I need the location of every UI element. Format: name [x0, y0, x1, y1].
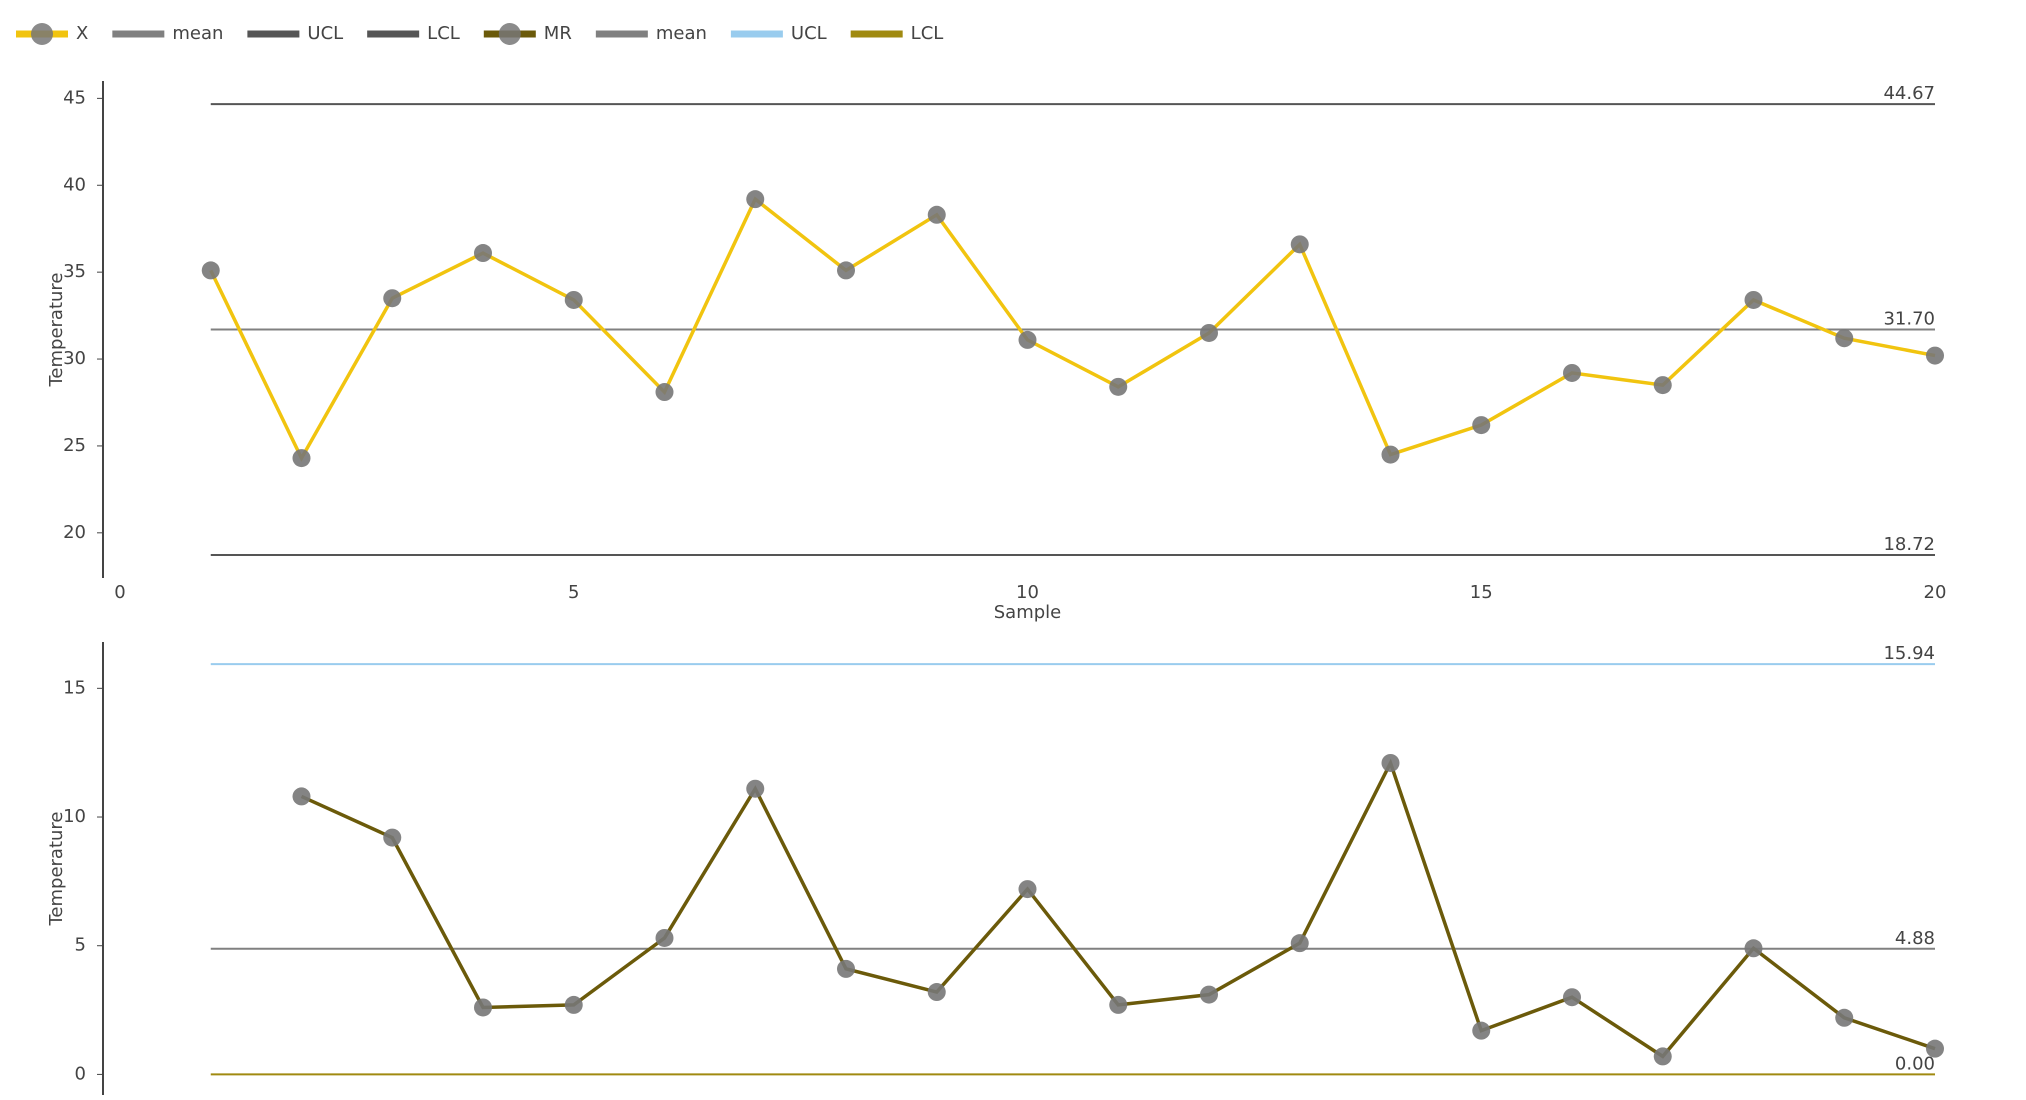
y-tick-label: 35 — [63, 261, 86, 282]
data-point — [1200, 985, 1218, 1004]
y-tick-label: 0 — [75, 1063, 86, 1084]
data-point — [1290, 934, 1309, 953]
x-tick-label: 5 — [568, 582, 579, 603]
x-tick-label: 10 — [1016, 582, 1039, 603]
data-point — [746, 190, 765, 209]
data-point — [1381, 753, 1400, 772]
y-tick-label: 40 — [63, 174, 86, 195]
data-point — [1018, 330, 1037, 349]
control-line-label: 0.00 — [1895, 1053, 1935, 1074]
data-point — [1290, 235, 1309, 254]
y-tick-label: 25 — [63, 435, 86, 456]
data-point — [746, 779, 765, 798]
data-point — [1744, 290, 1763, 309]
data-point — [201, 261, 220, 280]
control-line-label: 44.67 — [1883, 83, 1935, 104]
data-point — [1926, 346, 1944, 365]
data-point — [1200, 323, 1218, 342]
data-point — [1109, 377, 1128, 396]
y-tick-label: 30 — [63, 348, 86, 369]
data-point — [655, 928, 674, 947]
data-point — [383, 289, 402, 308]
legend-label: mean — [656, 23, 707, 44]
control-line-label: 31.70 — [1883, 309, 1935, 330]
legend-label: MR — [544, 23, 572, 44]
legend-marker — [498, 23, 521, 45]
data-point — [564, 995, 583, 1014]
data-point — [1744, 939, 1763, 958]
control-line-label: 15.94 — [1883, 643, 1935, 664]
y-tick-label: 10 — [63, 806, 86, 827]
y-axis-title: Temperature — [46, 272, 67, 387]
data-point — [1653, 1047, 1672, 1066]
data-point — [837, 261, 855, 280]
x-tick-label: 15 — [1470, 582, 1493, 603]
control-line-label: 18.72 — [1883, 534, 1935, 555]
legend-label: mean — [172, 23, 223, 44]
legend-label: UCL — [791, 23, 827, 44]
x-tick-label: 20 — [1924, 582, 1947, 603]
legend-label: LCL — [427, 23, 460, 44]
data-point — [1018, 880, 1037, 899]
data-point — [1563, 363, 1581, 382]
data-point — [837, 959, 855, 978]
series-line — [209, 196, 1936, 462]
data-point — [474, 244, 492, 263]
data-point — [564, 290, 583, 309]
x-axis-title: Sample — [994, 602, 1062, 623]
data-point — [927, 983, 946, 1002]
data-point — [474, 998, 492, 1017]
data-point — [1472, 1021, 1491, 1040]
data-point — [1109, 995, 1128, 1014]
y-tick-label: 15 — [63, 677, 86, 698]
data-point — [1653, 376, 1672, 395]
data-point — [927, 205, 946, 224]
y-axis-title: Temperature — [46, 811, 67, 926]
x-tick-label: 0 — [114, 582, 125, 603]
data-point — [383, 828, 402, 847]
data-point — [292, 449, 311, 468]
data-point — [1472, 416, 1491, 435]
data-point — [655, 383, 674, 402]
control-line-label: 4.88 — [1895, 928, 1935, 949]
data-point — [1381, 445, 1400, 464]
data-point — [1563, 988, 1581, 1007]
data-point — [1835, 1008, 1854, 1027]
legend-label: LCL — [911, 23, 944, 44]
y-tick-label: 45 — [63, 87, 86, 108]
legend-label: UCL — [307, 23, 343, 44]
legend-marker — [31, 23, 53, 45]
y-tick-label: 20 — [63, 522, 86, 543]
data-point — [1835, 329, 1854, 348]
data-point — [1926, 1039, 1944, 1058]
legend-label: X — [76, 23, 88, 44]
data-point — [292, 787, 311, 806]
y-tick-label: 5 — [75, 935, 86, 956]
